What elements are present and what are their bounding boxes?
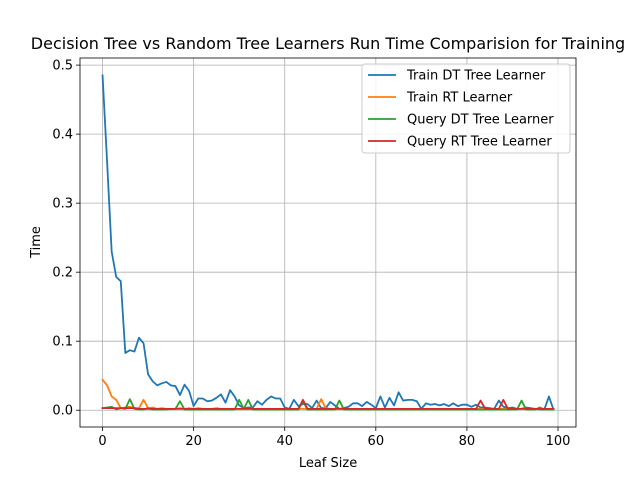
tick-labels: 0 20 40 60 80 100 0.0 0.1 0.2 0.3 0.4 0.5 <box>52 59 570 449</box>
legend-label: Train RT Learner <box>406 91 513 106</box>
x-tick-label: 40 <box>276 434 293 449</box>
legend-label: Query RT Tree Learner <box>407 135 552 150</box>
x-tick-label: 20 <box>185 434 202 449</box>
y-tick-label: 0.3 <box>52 197 73 212</box>
series-lines <box>101 74 555 411</box>
plot-frame <box>79 57 577 428</box>
legend-label: Train DT Tree Learner <box>406 69 546 84</box>
legend-box <box>361 63 571 154</box>
axes <box>76 57 577 431</box>
y-tick-label: 0.2 <box>52 266 73 281</box>
y-tick-label: 0.1 <box>52 335 73 350</box>
legend-label: Query DT Tree Learner <box>407 113 554 128</box>
y-tick-label: 0.4 <box>52 128 73 143</box>
chart-title: Decision Tree vs Random Tree Learners Ru… <box>31 34 625 53</box>
legend: Train DT Tree Learner Train RT Learner Que… <box>361 63 571 154</box>
series-line-query-rt-tree-learner <box>101 398 555 410</box>
x-tick-label: 80 <box>459 434 476 449</box>
y-tick-label: 0.0 <box>52 404 73 419</box>
x-tick-label: 0 <box>98 434 106 449</box>
x-tick-label: 60 <box>368 434 385 449</box>
x-axis-title: Leaf Size <box>299 456 357 471</box>
y-axis-title: Time <box>29 226 44 259</box>
y-tick-label: 0.5 <box>52 59 73 74</box>
x-tick-label: 100 <box>546 434 571 449</box>
